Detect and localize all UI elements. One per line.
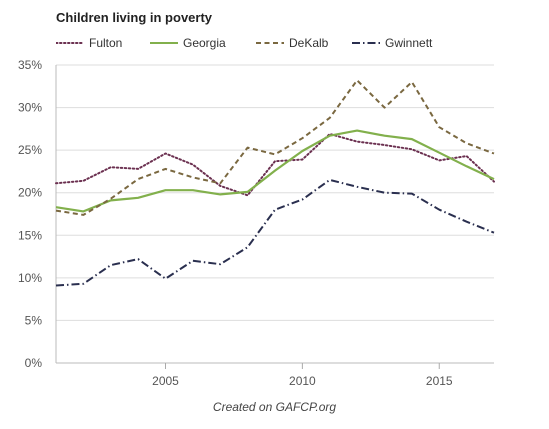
legend-swatch-gwinnett — [352, 42, 380, 44]
x-tick-label: 2015 — [426, 374, 453, 388]
y-tick-label: 15% — [18, 228, 42, 242]
legend-label-georgia: Georgia — [183, 36, 226, 50]
legend-swatch-georgia — [150, 42, 178, 44]
y-tick-label: 10% — [18, 271, 42, 285]
y-tick-label: 35% — [18, 58, 42, 72]
y-tick-label: 20% — [18, 186, 42, 200]
y-tick-label: 30% — [18, 101, 42, 115]
chart-title: Children living in poverty — [56, 10, 213, 25]
y-tick-label: 25% — [18, 143, 42, 157]
series-line-georgia[interactable] — [55, 129, 495, 213]
chart-caption: Created on GAFCP.org — [212, 400, 337, 414]
legend-swatch-dekalb — [256, 42, 284, 44]
grid-lines — [55, 64, 494, 364]
legend-label-dekalb: DeKalb — [289, 36, 329, 50]
legend-label-fulton: Fulton — [89, 36, 123, 50]
x-tick-label: 2005 — [152, 374, 179, 388]
y-tick-label: 5% — [25, 313, 43, 327]
series-line-fulton[interactable] — [55, 133, 495, 197]
x-tick-label: 2010 — [289, 374, 316, 388]
y-tick-label: 0% — [25, 356, 43, 370]
series-line-gwinnett[interactable] — [55, 178, 495, 287]
x-axis: 2005 2010 2015 — [152, 363, 453, 388]
legend-swatch-fulton — [56, 42, 85, 44]
y-axis: 0% 5% 10% 15% 20% 25% 30% 35% — [18, 58, 42, 370]
legend-label-gwinnett: Gwinnett — [385, 36, 433, 50]
series-lines — [55, 79, 495, 287]
